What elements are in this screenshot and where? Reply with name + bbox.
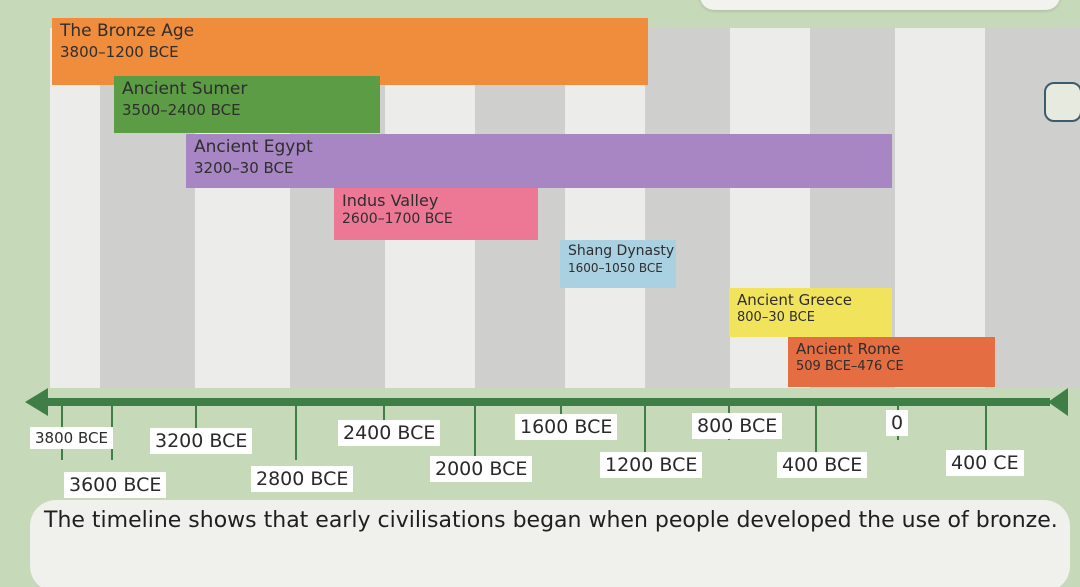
- axis-tick-label: 3800 BCE: [30, 427, 113, 449]
- axis-tick-label: 0: [886, 410, 909, 436]
- axis-tick-label: 2400 BCE: [338, 420, 441, 446]
- axis-tick-label: 1200 BCE: [600, 452, 703, 478]
- caption-text: The timeline shows that early civilisati…: [44, 508, 1058, 533]
- timeline-axis: [25, 388, 1068, 460]
- axis-tick-label: 1600 BCE: [515, 414, 618, 440]
- axis-tick-label: 2800 BCE: [251, 466, 354, 492]
- axis-left-arrow: [25, 388, 48, 416]
- bar-years: 2600–1700 BCE: [342, 211, 453, 228]
- axis-tick-label: 800 BCE: [692, 413, 783, 439]
- bar-name: The Bronze Age: [60, 21, 195, 41]
- bar-ancient-rome: Ancient Rome 509 BCE–476 CE: [788, 337, 995, 387]
- bar-indus-valley: Indus Valley 2600–1700 BCE: [334, 188, 538, 240]
- axis-right-arrow: [1048, 388, 1068, 416]
- bar-ancient-sumer: Ancient Sumer 3500–2400 BCE: [114, 76, 380, 133]
- timeline-stripe: [50, 28, 100, 388]
- axis-tick-label: 400 BCE: [777, 452, 868, 478]
- bar-shang-dynasty: Shang Dynasty 1600–1050 BCE: [560, 240, 676, 288]
- bar-name: Ancient Sumer: [122, 79, 248, 99]
- bar-years: 3800–1200 BCE: [60, 42, 179, 61]
- axis-tick-label: 400 CE: [946, 450, 1024, 476]
- bar-name: Ancient Egypt: [194, 137, 313, 157]
- axis-tick-label: 2000 BCE: [430, 456, 533, 482]
- bar-name: Ancient Greece: [737, 291, 852, 309]
- bar-the-bronze-age: The Bronze Age 3800–1200 BCE: [52, 18, 648, 85]
- book-icon: [1044, 82, 1080, 122]
- bar-name: Ancient Rome: [796, 340, 901, 358]
- axis-tick-label: 3600 BCE: [64, 472, 167, 498]
- bar-years: 800–30 BCE: [737, 310, 815, 326]
- timeline-stripe: [565, 28, 645, 388]
- top-card: [700, 0, 1060, 10]
- bar-name: Indus Valley: [342, 191, 439, 210]
- timeline-stripe: [645, 28, 730, 388]
- bar-name: Shang Dynasty: [568, 243, 675, 259]
- bar-years: 1600–1050 BCE: [568, 260, 663, 275]
- bar-ancient-egypt: Ancient Egypt 3200–30 BCE: [186, 134, 892, 188]
- bar-years: 509 BCE–476 CE: [796, 359, 904, 375]
- caption-box: [30, 500, 1070, 587]
- bar-years: 3200–30 BCE: [194, 158, 294, 177]
- timeline-stripe: [895, 28, 985, 388]
- bar-years: 3500–2400 BCE: [122, 100, 241, 119]
- axis-tick-label: 3200 BCE: [150, 428, 253, 454]
- bar-ancient-greece: Ancient Greece 800–30 BCE: [729, 288, 892, 337]
